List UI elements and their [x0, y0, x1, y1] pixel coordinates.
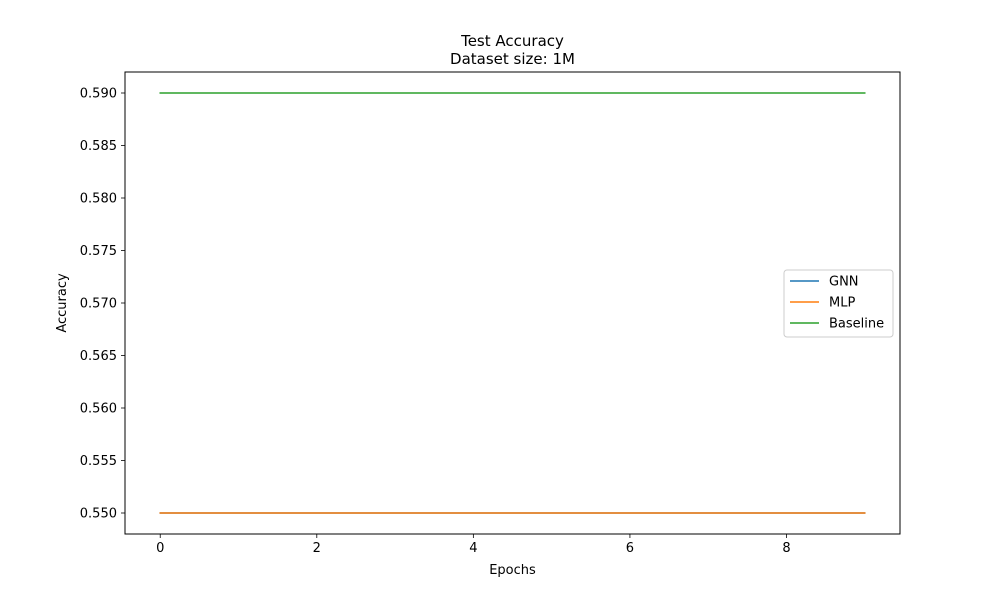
legend: GNN MLP Baseline — [783, 269, 894, 338]
y-tick-label: 0.580 — [80, 192, 117, 207]
legend-label-baseline: Baseline — [829, 317, 884, 332]
y-tick-label: 0.575 — [80, 244, 117, 259]
x-tick-label: 8 — [782, 541, 790, 556]
y-tick-label: 0.550 — [80, 507, 117, 522]
plot-frame — [124, 71, 901, 535]
chart-title: Test Accuracy — [460, 32, 564, 50]
y-tick-label: 0.570 — [80, 297, 117, 312]
legend-box — [783, 269, 894, 338]
y-tick-label: 0.555 — [80, 454, 117, 469]
series-layer — [159, 92, 866, 514]
x-tick-label: 4 — [469, 541, 477, 556]
y-axis: 0.550 0.555 0.560 0.565 0.570 0.575 0.580 0.585… — [80, 87, 125, 522]
x-tick-label: 2 — [313, 541, 321, 556]
x-tick-label: 0 — [156, 541, 164, 556]
y-tick-label: 0.560 — [80, 402, 117, 417]
x-tick-label: 6 — [626, 541, 634, 556]
legend-label-gnn: GNN — [829, 275, 859, 290]
y-tick-label: 0.565 — [80, 349, 117, 364]
chart-subtitle: Dataset size: 1M — [450, 50, 575, 68]
x-axis-label: Epochs — [489, 563, 536, 578]
y-tick-label: 0.585 — [80, 139, 117, 154]
y-axis-label: Accuracy — [55, 273, 70, 333]
x-axis: 0 2 4 6 8 — [156, 534, 791, 556]
y-tick-label: 0.590 — [80, 87, 117, 102]
legend-label-mlp: MLP — [829, 296, 855, 311]
